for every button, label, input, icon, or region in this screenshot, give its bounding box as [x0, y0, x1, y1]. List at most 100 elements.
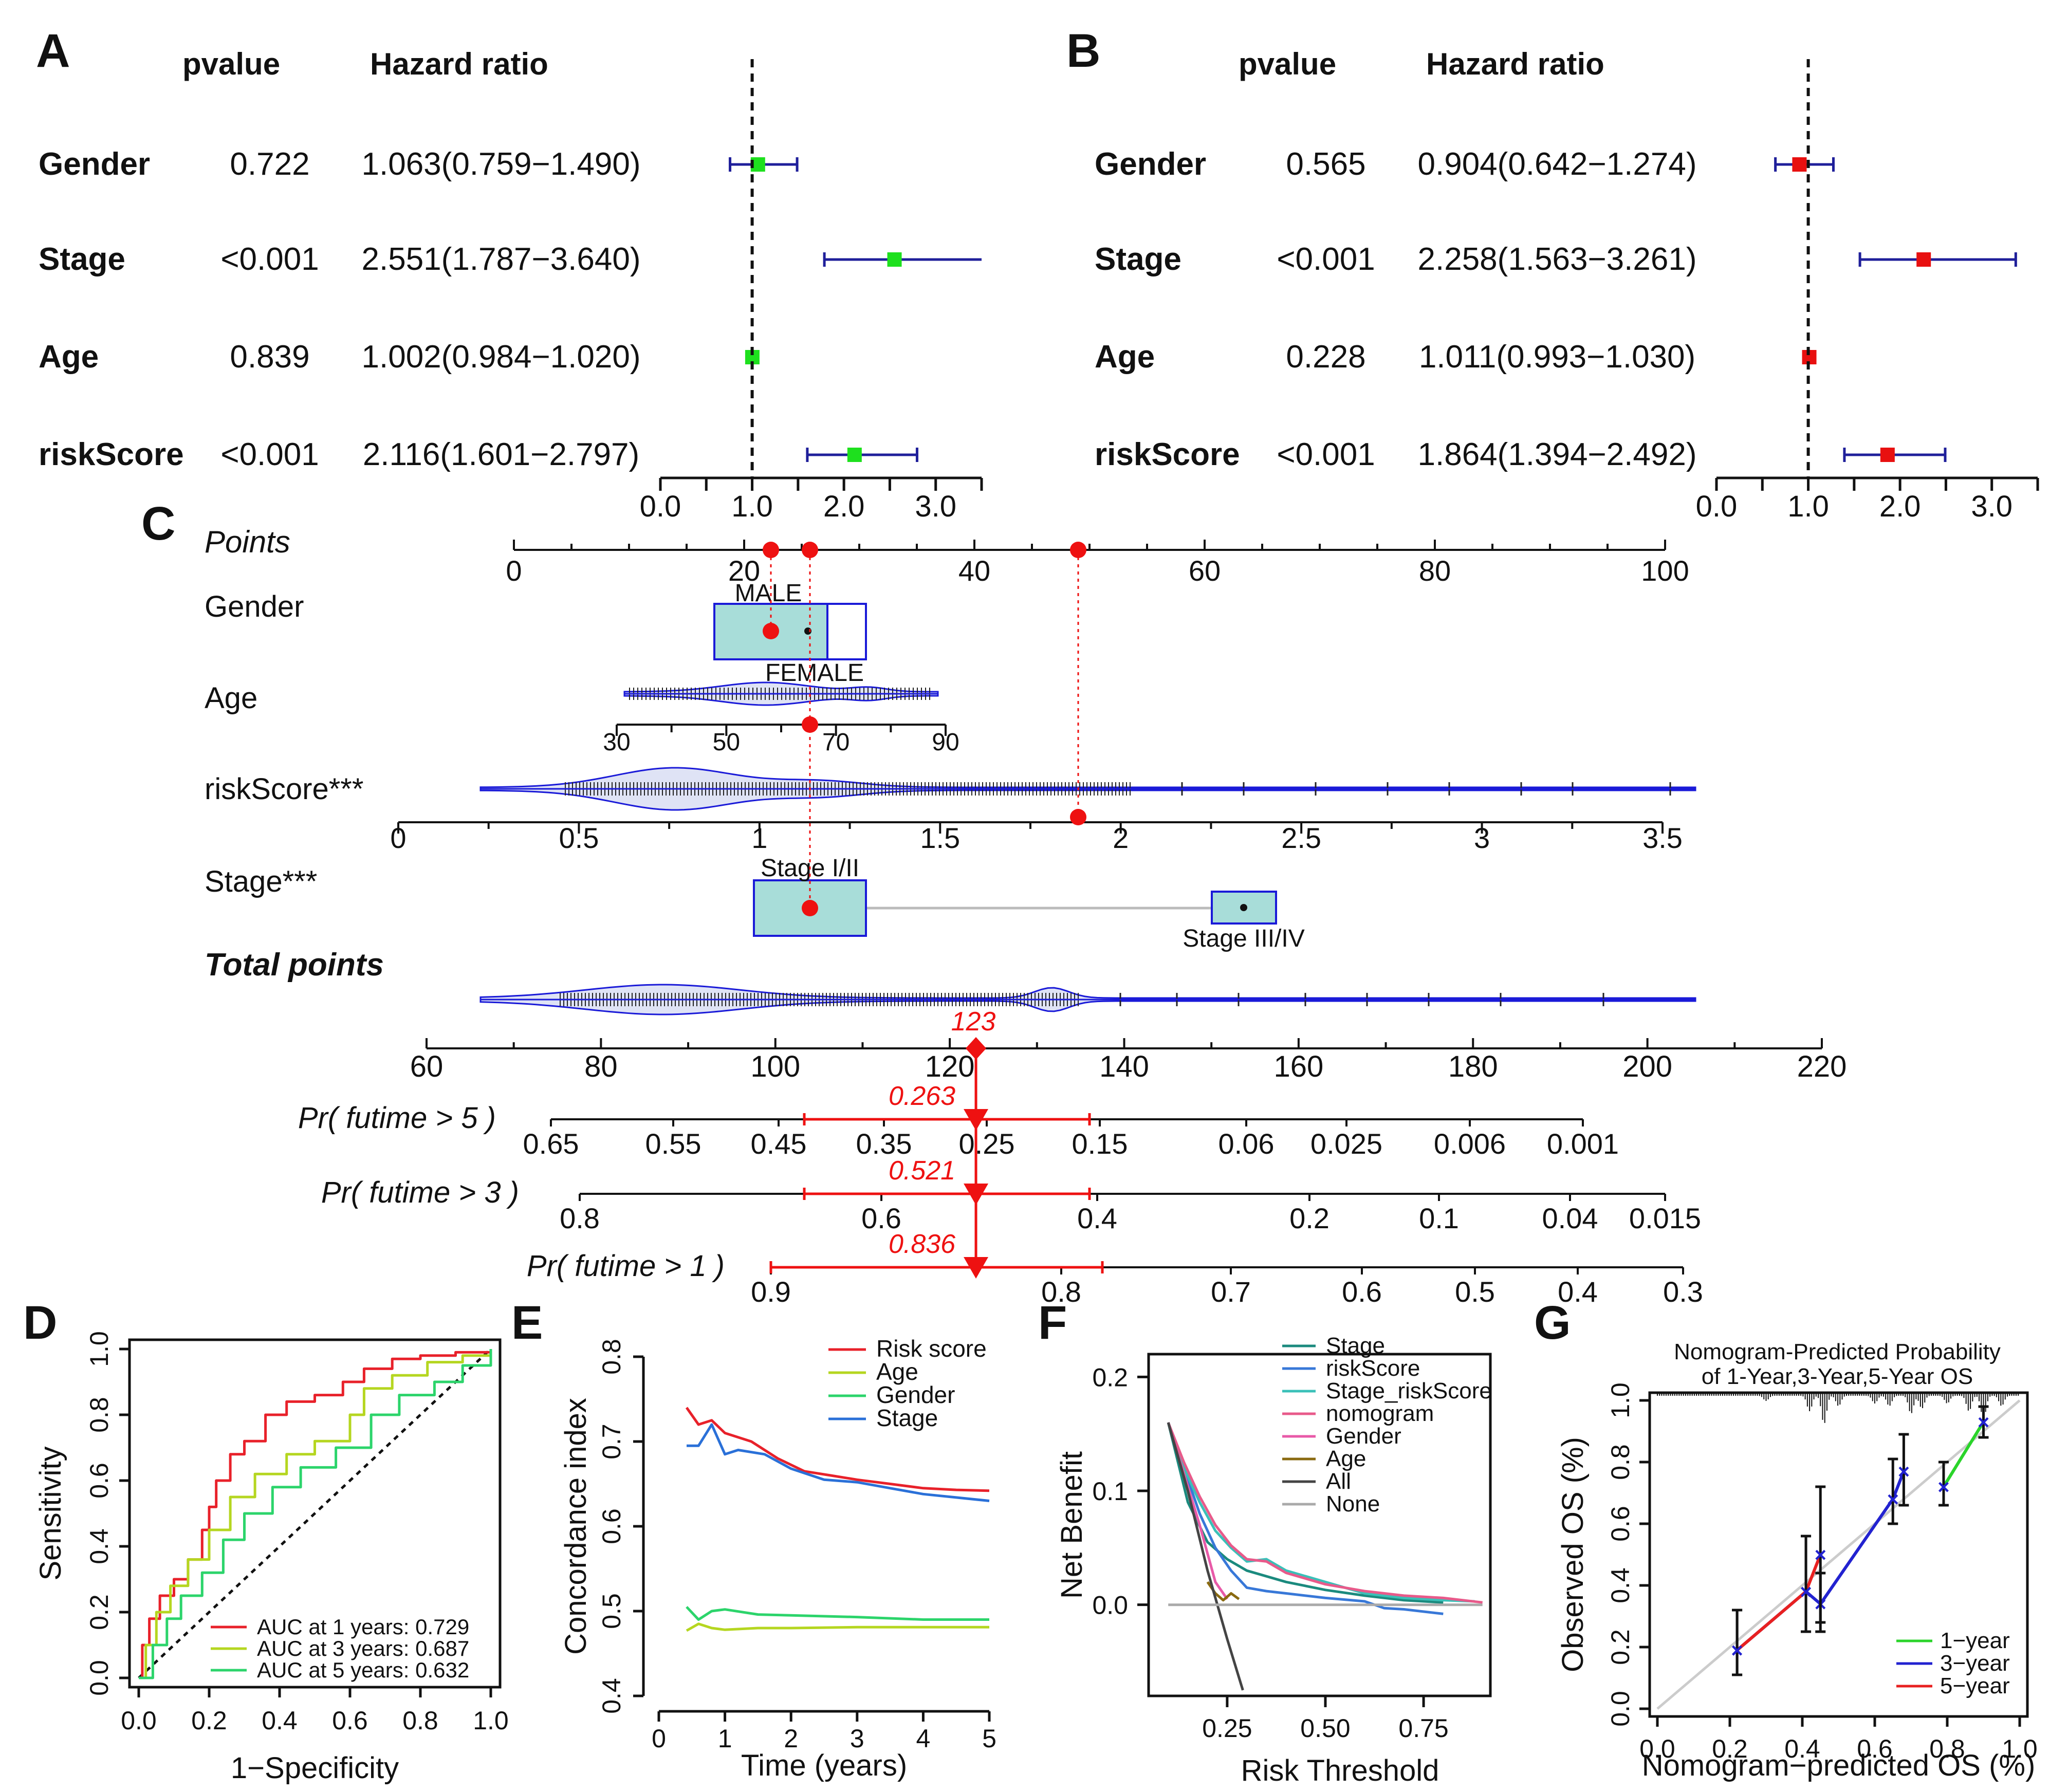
patient-point: [802, 900, 818, 916]
prob-label-pr5: Pr( futime > 5 ): [298, 1101, 496, 1135]
prob-tick-label-pr1: 0.7: [1211, 1276, 1251, 1308]
x-tick-label: 0.50: [1300, 1714, 1350, 1743]
y-tick-label: 0.2: [1092, 1363, 1128, 1392]
prob-tick-label-pr1: 0.4: [1558, 1276, 1598, 1308]
hazard-ratio-header: Hazard ratio: [370, 47, 548, 81]
x-tick-label: 0.0: [1639, 1734, 1675, 1763]
row-name-age: Age: [39, 339, 99, 375]
x-tick-label: 0.25: [1202, 1714, 1252, 1743]
row-pvalue-riskscore: <0.001: [220, 437, 319, 472]
y-tick-label: 0.8: [85, 1397, 114, 1433]
panel-letter-a: A: [36, 25, 70, 77]
x-tick-label: 3: [850, 1724, 864, 1753]
row-name-stage: Stage: [1095, 242, 1181, 277]
legend-entry-gender: Gender: [1326, 1424, 1401, 1449]
y-tick-label: 0.0: [1092, 1591, 1128, 1620]
panel-letter-c: C: [141, 497, 175, 550]
points-tick-label: 20: [728, 555, 760, 587]
prob-tick-label-pr1: 0.5: [1455, 1276, 1495, 1308]
cindex-line-age: [686, 1622, 989, 1632]
row-hr-age: 1.011(0.993−1.030): [1419, 339, 1695, 375]
prob-tick-label-pr5: 0.06: [1218, 1128, 1275, 1160]
x-tick-label: 2.0: [1879, 490, 1921, 523]
pvalue-header: pvalue: [182, 47, 280, 81]
prob-tick-label-pr1: 0.3: [1663, 1276, 1703, 1308]
prob-tick-label-pr3: 0.4: [1077, 1202, 1117, 1234]
cindex-line-gender: [686, 1606, 989, 1621]
forest-plot-a: pvalue Hazard ratio Gender 0.722 1.063(0.759…: [39, 47, 983, 523]
legend-entry-3-year: 3−year: [1940, 1651, 2010, 1676]
prob-label-pr3: Pr( futime > 3 ): [321, 1176, 519, 1209]
y-tick-label: 0.2: [85, 1594, 114, 1630]
calibration-point: ×: [1815, 1544, 1826, 1566]
x-axis-label: Risk Threshold: [1241, 1754, 1439, 1787]
row-pvalue-gender: 0.565: [1286, 146, 1365, 182]
calibration-point: ×: [1978, 1411, 1989, 1434]
legend-entry-age: Age: [876, 1358, 918, 1385]
hr-marker-gender: [1792, 157, 1807, 172]
patient-point: [802, 716, 818, 733]
y-tick-label: 1.0: [1606, 1382, 1635, 1418]
y-tick-label: 0.4: [1606, 1567, 1635, 1603]
chart-panel-d: 0.0 0.2 0.4 0.6 0.8 1.0 0.0 0.2 0.4 0.6 0.8 1.0 1−Sp…: [34, 1331, 509, 1785]
row-name-gender: Gender: [39, 146, 150, 182]
row-name-age: Age: [1095, 339, 1155, 375]
plot-frame: [1147, 1353, 1492, 1697]
total-tick-label: 160: [1273, 1050, 1323, 1083]
gender-cat-male: MALE: [735, 580, 802, 607]
x-tick-label: 0: [652, 1724, 666, 1753]
hr-marker-stage: [1916, 252, 1931, 267]
patient-point: [1070, 542, 1086, 558]
x-tick-label: 0.4: [262, 1706, 298, 1735]
prob-marker-pr3: [964, 1184, 989, 1205]
dca-curve-stage-riskscore: [1167, 1422, 1475, 1603]
prob-tick-label-pr5: 0.65: [523, 1128, 579, 1160]
age-label: Age: [205, 681, 257, 715]
age-tick-label: 90: [932, 729, 959, 756]
prob-tick-label-pr5: 0.15: [1072, 1128, 1128, 1160]
prob-tick-label-pr5: 0.35: [856, 1128, 912, 1160]
prob-marker-pr1: [964, 1257, 989, 1279]
riskscore-tick-label: 0: [390, 822, 406, 854]
y-tick-label: 0.7: [597, 1424, 626, 1460]
y-tick-label: 0.4: [597, 1678, 626, 1714]
y-tick-label: 0.0: [1606, 1691, 1635, 1727]
x-tick-label: 2.0: [823, 490, 865, 523]
row-pvalue-age: 0.839: [230, 339, 309, 375]
points-label: Points: [205, 525, 290, 559]
legend-entry-stage-riskscore: Stage_riskScore: [1326, 1378, 1492, 1403]
x-tick-label: 1.0: [2002, 1734, 2038, 1763]
prob-value-pr3: 0.521: [889, 1156, 955, 1186]
legend-entry-1-year: 1−year: [1940, 1628, 2010, 1653]
x-tick-label: 1: [718, 1724, 732, 1753]
hr-marker-riskscore: [1880, 448, 1895, 462]
prob-tick-label-pr5: 0.45: [751, 1128, 807, 1160]
legend-entry-1: AUC at 1 years: 0.729: [257, 1615, 469, 1639]
dca-curve-riskscore: [1167, 1422, 1444, 1615]
prob-tick-label-pr1: 0.9: [751, 1276, 791, 1308]
age-tick-label: 70: [822, 729, 850, 756]
gender-cat-female: FEMALE: [765, 659, 864, 687]
ideal-line: [1656, 1399, 2021, 1710]
x-tick-label: 3.0: [915, 490, 956, 523]
total-tick-label: 200: [1622, 1050, 1672, 1083]
row-hr-riskscore: 2.116(1.601−2.797): [363, 437, 639, 472]
gender-box-female: [713, 603, 867, 660]
row-pvalue-age: 0.228: [1286, 339, 1365, 375]
panel-letter-d: D: [23, 1297, 57, 1349]
y-tick-label: 0.8: [597, 1339, 626, 1375]
points-tick-label: 40: [958, 555, 990, 587]
chart-panel-g: ××××××××××0.00.20.40.60.81.00.00.20.40.6…: [1556, 1339, 2038, 1782]
row-hr-stage: 2.551(1.787−3.640): [362, 242, 641, 277]
x-tick-label: 0.6: [332, 1706, 368, 1735]
y-tick-label: 0.0: [85, 1660, 114, 1696]
riskscore-tick-label: 3: [1474, 822, 1490, 854]
prob-tick-label-pr5: 0.001: [1547, 1128, 1619, 1160]
roc-curve-1: [139, 1349, 492, 1679]
x-tick-label: 0.0: [121, 1706, 157, 1735]
total-points-marker: [966, 1037, 987, 1060]
panel-letter-e: E: [511, 1297, 543, 1349]
patient-point: [1070, 809, 1086, 825]
prob-tick-label-pr5: 0.55: [645, 1128, 701, 1160]
legend-entry-2: AUC at 3 years: 0.687: [257, 1636, 469, 1660]
